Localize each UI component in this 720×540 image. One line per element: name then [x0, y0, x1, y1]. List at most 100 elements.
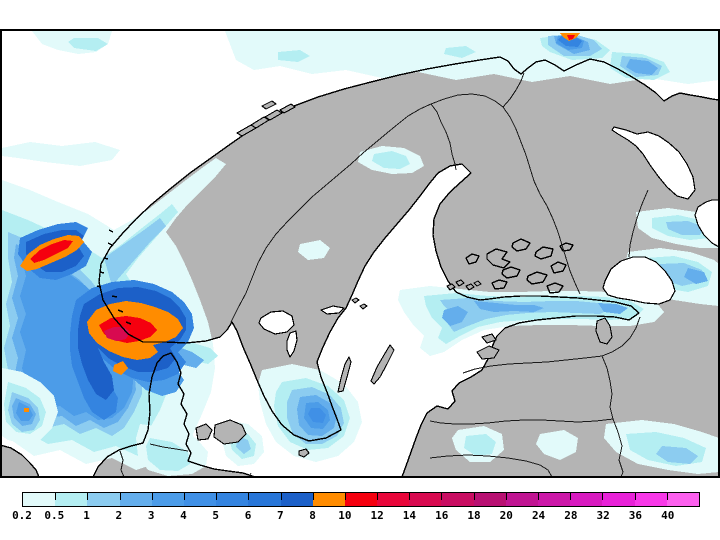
colorbar-segment: [23, 493, 56, 506]
precip-barents-west-core: [68, 38, 108, 51]
lofoten-islands: [236, 100, 296, 137]
colorbar-segment: [280, 493, 313, 506]
colorbar-label: 24: [531, 509, 546, 522]
colorbar-tick: [666, 493, 668, 500]
colorbar-tick: [505, 493, 507, 500]
colorbar-tick: [183, 493, 185, 500]
colorbar-tick: [570, 493, 572, 500]
precip-barents-patch-2: [444, 46, 476, 58]
colorbar-label: 7: [276, 509, 284, 522]
lake-onega: [694, 199, 719, 248]
colorbar-segment: [441, 493, 474, 506]
lake-malaren: [320, 305, 345, 315]
gotland: [370, 344, 395, 385]
colorbar-label: 36: [628, 509, 643, 522]
colorbar-label: 20: [499, 509, 513, 522]
colorbar-segment: [119, 493, 152, 506]
colorbar-segment: [312, 493, 345, 506]
colorbar-tick: [473, 493, 475, 500]
colorbar-tick: [216, 493, 218, 500]
colorbar-segment: [344, 493, 378, 506]
border-latvia-lithuania: [429, 418, 614, 425]
border-finland-russia: [502, 106, 581, 295]
precip-denmark-band-05: [146, 438, 190, 471]
precip-barents-patch-1: [278, 50, 310, 62]
colorbar-label: 1: [83, 509, 90, 522]
colorbar-label: 6: [244, 509, 252, 522]
lake-vanern: [258, 310, 295, 335]
precip-sweden-patch: [298, 240, 330, 260]
border-norway-sweden: [230, 103, 432, 323]
aland-archipelago: [351, 279, 482, 310]
norway-coast-skerries: [96, 229, 132, 325]
colorbar-tick: [312, 493, 314, 500]
border-sweden-finland: [430, 103, 457, 171]
colorbar-segment: [666, 493, 699, 506]
colorbar-tick: [151, 493, 153, 500]
border-layer: [119, 72, 649, 477]
border-netherlands-germany: [119, 450, 125, 477]
border-latvia-russia: [601, 355, 614, 420]
precip-gulf-finland-2b: [442, 306, 468, 326]
saaremaa: [476, 345, 500, 360]
precip-gulf-finland-2c: [598, 303, 628, 314]
colorbar-label: 3: [147, 509, 155, 522]
colorbar-label: 4: [180, 509, 187, 522]
colorbar-segment: [216, 493, 249, 506]
colorbar-label: 28: [564, 509, 578, 522]
colorbar-segment: [634, 493, 667, 506]
bornholm: [298, 448, 310, 458]
border-karelia: [628, 189, 649, 258]
lake-ladoga: [602, 256, 676, 305]
border-estonia-latvia: [462, 355, 603, 374]
colorbar: [22, 492, 700, 507]
border-estonia-russia: [601, 316, 641, 357]
water-bodies-layer: [96, 100, 719, 458]
finnish-lakes: [465, 238, 574, 294]
colorbar-segment: [473, 493, 506, 506]
colorbar-label: 14: [402, 509, 417, 522]
precip-red-band-nw: [30, 240, 73, 263]
precip-barents-red-dot: [567, 35, 575, 40]
colorbar-tick: [119, 493, 121, 500]
precip-crimson-core: [104, 327, 130, 341]
colorbar-segment: [55, 493, 88, 506]
precip-gulf-finland-2: [474, 301, 544, 312]
map-frame: [0, 29, 720, 478]
colorbar-tick: [634, 493, 636, 500]
colorbar-tick: [248, 493, 250, 500]
colorbar-segment: [602, 493, 635, 506]
colorbar-tick: [441, 493, 443, 500]
precip-barents-blue-4: [626, 59, 658, 75]
lake-peipus: [595, 317, 613, 345]
danish-islands: [195, 419, 247, 445]
oland: [337, 356, 352, 393]
border-lithuania-belarus: [612, 418, 624, 477]
lake-vattern: [286, 330, 298, 358]
colorbar-tick: [55, 493, 57, 500]
colorbar-labels: 0.2 0.5 1 2 3 4 5 6 7 8 10 12 14 16 18 20 24 28 32 36 40: [0, 509, 720, 525]
hiiumaa: [481, 333, 497, 344]
precip-coast-arm-1: [104, 218, 166, 286]
colorbar-label: 0.2: [12, 509, 32, 522]
colorbar-segment: [377, 493, 410, 506]
colorbar-segment: [538, 493, 571, 506]
white-sea: [611, 126, 696, 200]
colorbar-segment: [505, 493, 538, 506]
precip-northsea-orange-dot: [24, 408, 29, 412]
colorbar-tick: [409, 493, 411, 500]
precip-nsea-streak: [2, 142, 120, 166]
precip-russia-a-1: [666, 221, 704, 235]
precip-baltics-b-05: [464, 434, 496, 456]
colorbar-label: 16: [435, 509, 449, 522]
colorbar-label: 5: [212, 509, 220, 522]
colorbar-tick: [344, 493, 346, 500]
colorbar-segment: [570, 493, 603, 506]
precip-northsea-mid-4: [308, 408, 326, 423]
colorbar-tick: [377, 493, 379, 500]
colorbar-segment: [183, 493, 217, 506]
colorbar-tick: [280, 493, 282, 500]
colorbar-segment: [151, 493, 184, 506]
